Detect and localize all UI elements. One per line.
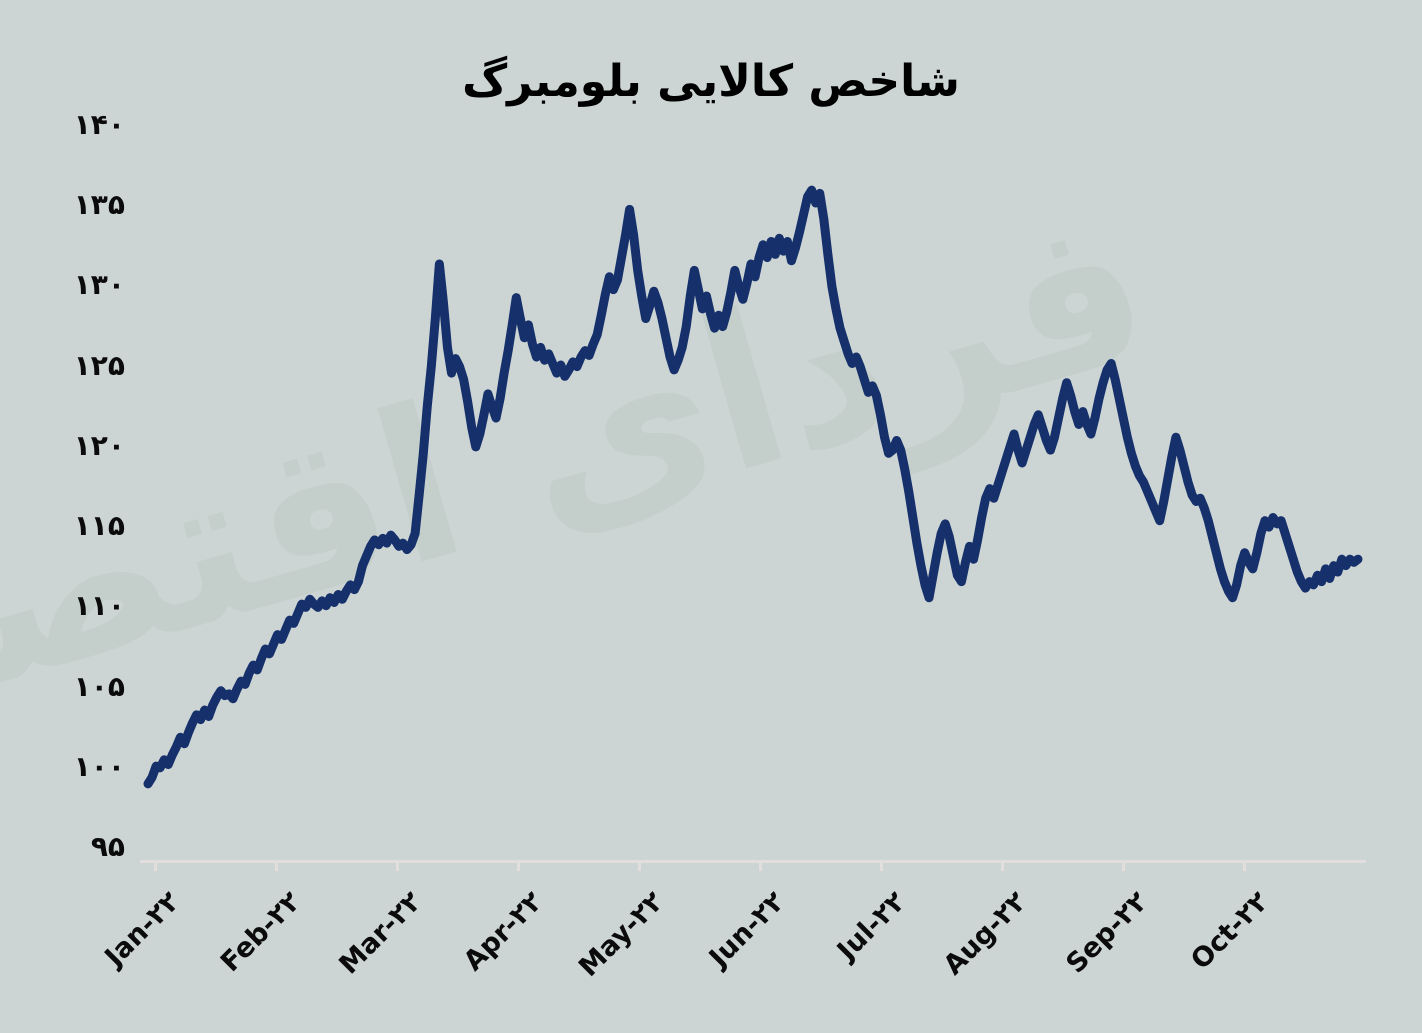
y-axis-tick-label: ۱۰۰: [73, 749, 125, 783]
y-axis-tick-label: ۱۱۵: [73, 509, 125, 543]
y-axis-tick-label: ۱۲۰: [73, 428, 125, 462]
y-axis-tick-label: ۱۲۵: [73, 348, 125, 382]
x-axis-tick-mark: [638, 860, 641, 871]
y-axis-tick-label: ۱۳۵: [73, 188, 125, 222]
x-axis-tick-mark: [517, 860, 520, 871]
x-axis-tick-mark: [396, 860, 399, 871]
x-axis-line: [140, 860, 1366, 863]
x-axis-tick-mark: [275, 860, 278, 871]
x-axis-tick-mark: [154, 860, 157, 871]
x-axis-tick-mark: [1243, 860, 1246, 871]
x-axis-tick-mark: [880, 860, 883, 871]
y-axis-tick-label: ۱۴۰: [73, 108, 125, 141]
chart-title: شاخص کالایی بلومبرگ: [462, 56, 960, 107]
y-axis-tick-label: ۱۱۰: [73, 589, 125, 623]
y-axis-tick-label: ۱۳۰: [73, 268, 125, 302]
y-axis-tick-label: ۱۰۵: [73, 669, 125, 703]
x-axis-tick-mark: [1001, 860, 1004, 871]
x-axis-tick-mark: [1122, 860, 1125, 871]
y-axis-tick-label: ۹۵: [90, 830, 125, 863]
series-line-bloomberg-commodity-index: [143, 185, 1363, 789]
x-axis-tick-mark: [759, 860, 762, 871]
